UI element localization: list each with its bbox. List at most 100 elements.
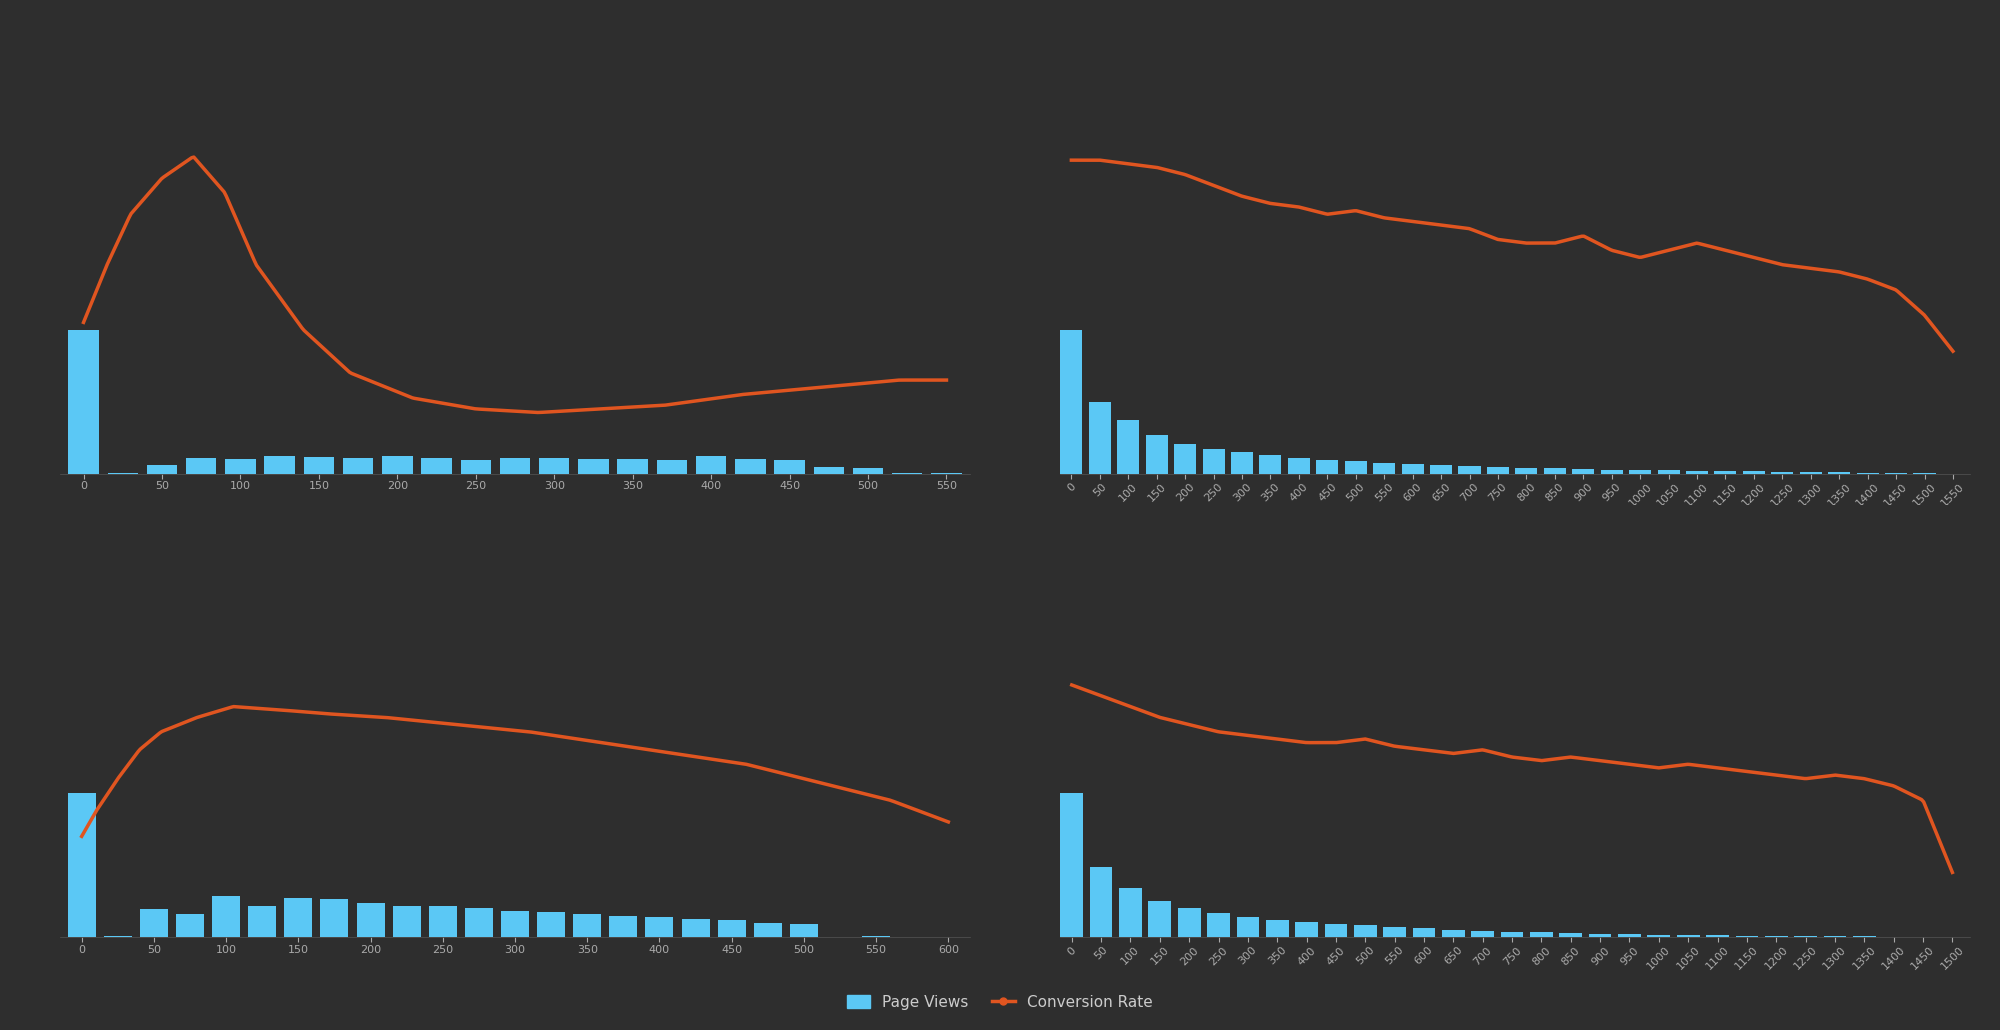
Bar (342, 458, 374, 474)
Bar (460, 459, 490, 474)
Bar (320, 899, 348, 937)
Bar (618, 458, 648, 474)
Bar (186, 458, 216, 474)
Bar (1316, 459, 1338, 474)
Bar (464, 907, 492, 937)
Bar (1412, 928, 1436, 937)
Bar (248, 906, 276, 937)
Bar (1714, 471, 1736, 474)
Bar (146, 466, 178, 474)
Bar (696, 455, 726, 474)
Bar (1354, 926, 1376, 937)
Bar (1088, 402, 1110, 474)
Legend: Page Views, Conversion Rate: Page Views, Conversion Rate (840, 987, 1160, 1018)
Bar (754, 923, 782, 937)
Bar (1060, 793, 1084, 937)
Bar (538, 913, 566, 937)
Bar (1442, 929, 1464, 937)
Bar (1118, 420, 1140, 474)
Bar (1296, 922, 1318, 937)
Bar (382, 456, 412, 474)
Bar (774, 460, 804, 474)
Bar (108, 473, 138, 474)
Bar (1588, 933, 1612, 937)
Bar (304, 457, 334, 474)
Bar (1600, 470, 1622, 474)
Bar (1618, 934, 1640, 937)
Bar (422, 457, 452, 474)
Bar (574, 914, 602, 937)
Bar (1516, 468, 1538, 474)
Bar (1648, 934, 1670, 937)
Bar (68, 330, 98, 474)
Bar (1736, 935, 1758, 937)
Bar (1458, 467, 1480, 474)
Bar (862, 936, 890, 937)
Bar (610, 916, 638, 937)
Bar (1060, 330, 1082, 474)
Bar (428, 905, 456, 937)
Bar (656, 459, 688, 474)
Bar (892, 473, 922, 474)
Bar (284, 898, 312, 937)
Bar (1174, 444, 1196, 474)
Bar (500, 458, 530, 474)
Bar (212, 896, 240, 937)
Bar (1374, 462, 1396, 474)
Bar (1658, 471, 1680, 474)
Bar (718, 920, 746, 937)
Bar (1266, 920, 1288, 937)
Bar (1260, 455, 1282, 474)
Bar (1486, 468, 1508, 474)
Bar (790, 924, 818, 937)
Bar (1560, 933, 1582, 937)
Bar (392, 906, 420, 937)
Bar (1202, 449, 1224, 474)
Bar (1236, 917, 1260, 937)
Bar (646, 917, 674, 937)
Bar (1178, 908, 1200, 937)
Bar (176, 914, 204, 937)
Bar (1856, 473, 1878, 474)
Bar (1146, 435, 1168, 474)
Bar (540, 458, 570, 474)
Bar (1630, 470, 1652, 474)
Bar (1742, 472, 1764, 474)
Bar (1208, 913, 1230, 937)
Bar (736, 459, 766, 474)
Bar (578, 459, 608, 474)
Bar (1288, 457, 1310, 474)
Bar (1572, 470, 1594, 474)
Bar (1500, 931, 1524, 937)
Bar (1676, 935, 1700, 937)
Bar (502, 912, 528, 937)
Bar (356, 903, 384, 937)
Bar (682, 919, 710, 937)
Bar (1384, 927, 1406, 937)
Bar (1706, 935, 1728, 937)
Bar (1544, 469, 1566, 474)
Bar (1472, 931, 1494, 937)
Bar (1148, 900, 1172, 937)
Bar (1794, 936, 1816, 937)
Bar (104, 936, 132, 937)
Bar (1430, 466, 1452, 474)
Bar (226, 459, 256, 474)
Bar (68, 793, 96, 937)
Bar (1120, 888, 1142, 937)
Bar (814, 467, 844, 474)
Bar (1764, 936, 1788, 937)
Bar (1772, 472, 1794, 474)
Bar (1090, 866, 1112, 937)
Bar (1800, 472, 1822, 474)
Bar (1344, 461, 1366, 474)
Bar (1828, 473, 1850, 474)
Bar (1230, 452, 1254, 474)
Bar (264, 456, 294, 474)
Bar (1402, 465, 1424, 474)
Bar (852, 468, 884, 474)
Bar (1686, 471, 1708, 474)
Bar (140, 909, 168, 937)
Bar (1324, 924, 1348, 937)
Bar (1530, 932, 1552, 937)
